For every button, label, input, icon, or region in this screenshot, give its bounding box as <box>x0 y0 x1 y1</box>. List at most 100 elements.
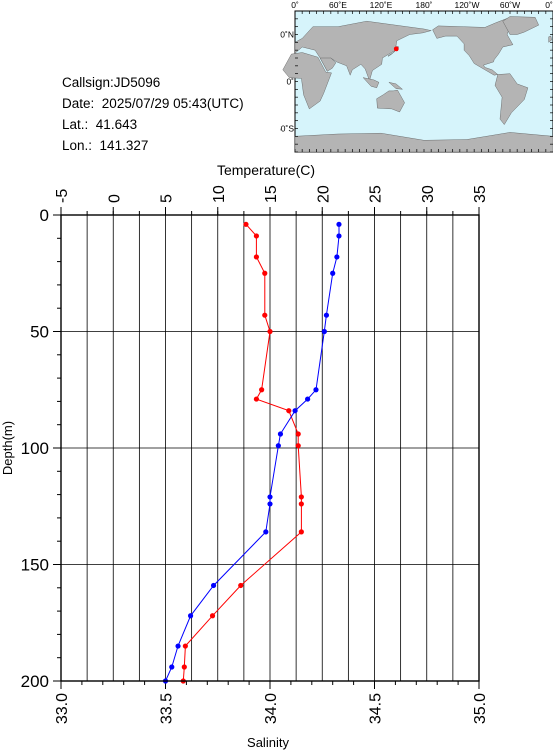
temperature-tick-label: 15 <box>263 185 280 203</box>
temperature-axis: -5 0 5 10 15 20 25 30 35 <box>54 185 489 215</box>
date-label: Date: <box>62 96 95 111</box>
depth-axis-title: Depth(m) <box>0 421 15 475</box>
world-map: 0˚ 60˚E 120˚E 180˚ 120˚W 60˚W 0˚ 60˚N 0˚ 60˚S <box>280 0 553 153</box>
map-latitude-label: 0˚ <box>286 77 294 87</box>
map-longitude-label: 120˚E <box>370 0 393 10</box>
map-longitude-label: 60˚W <box>500 0 520 10</box>
map-longitude-label: 120˚W <box>454 0 479 10</box>
salinity-point <box>330 270 336 276</box>
salinity-axis: 33.0 33.5 34.0 34.5 35.0 <box>54 681 489 724</box>
temperature-tick-label: 0 <box>106 194 123 203</box>
salinity-point <box>210 582 217 589</box>
salinity-point <box>169 664 175 670</box>
map-latitude-label: 60˚S <box>280 124 294 134</box>
salinity-point <box>175 643 181 649</box>
temperature-tick-label: 5 <box>159 194 176 203</box>
salinity-tick-label: 34.5 <box>368 693 385 724</box>
lon-row: Lon.: 141.327 <box>62 135 244 156</box>
map-land <box>282 16 553 153</box>
temperature-point <box>181 664 187 670</box>
salinity-point <box>187 613 194 619</box>
lon-label: Lon.: <box>62 138 93 153</box>
temperature-point <box>262 312 268 318</box>
land-mass <box>319 57 337 72</box>
land-mass <box>362 77 380 89</box>
land-mass <box>282 52 332 110</box>
map-longitude-labels: 0˚ 60˚E 120˚E 180˚ 120˚W 60˚W 0˚ <box>291 0 553 10</box>
temperature-point <box>295 431 301 437</box>
map-longitude-label: 180˚ <box>415 0 432 10</box>
callsign-row: Callsign:JD5096 <box>62 72 244 93</box>
callsign-label: Callsign: <box>62 75 114 90</box>
land-mass <box>494 73 529 125</box>
depth-tick-label: 200 <box>21 672 49 691</box>
land-mass <box>548 35 552 43</box>
salinity-tick-label: 35.0 <box>472 693 489 724</box>
depth-tick-label: 150 <box>21 556 49 575</box>
temperature-tick-label: 35 <box>472 185 489 203</box>
salinity-point <box>267 494 273 500</box>
salinity-point <box>336 233 342 239</box>
map-latitude-labels: 60˚N 0˚ 60˚S <box>280 30 294 134</box>
temperature-point <box>238 582 244 589</box>
salinity-point <box>267 501 273 507</box>
station-info: Callsign:JD5096 Date: 2025/07/29 05:43(U… <box>62 72 244 156</box>
temperature-point <box>267 328 273 335</box>
temperature-point <box>298 529 304 535</box>
salinity-point <box>263 529 269 535</box>
salinity-point <box>323 312 330 318</box>
depth-tick-label: 100 <box>21 439 49 458</box>
temperature-tick-label: 25 <box>368 185 385 203</box>
land-mass <box>388 82 404 90</box>
depth-axis: 0 50 100 150 200 <box>21 206 61 691</box>
temperature-point <box>286 408 292 414</box>
salinity-tick-label: 34.0 <box>263 693 280 724</box>
salinity-tick-label: 33.5 <box>159 693 176 724</box>
salinity-point <box>277 431 284 437</box>
map-longitude-label: 0˚ <box>545 0 553 10</box>
salinity-point <box>313 387 319 393</box>
salinity-tick-label: 33.0 <box>54 693 71 724</box>
temperature-point <box>253 233 260 239</box>
lat-row: Lat.: 41.643 <box>62 114 244 135</box>
temperature-point <box>182 643 188 649</box>
temperature-point <box>253 254 260 260</box>
callsign-value: JD5096 <box>113 75 161 90</box>
salinity-point <box>334 254 340 260</box>
temperature-point <box>298 501 304 507</box>
chart-series <box>162 221 342 684</box>
map-longitude-label: 0˚ <box>291 0 299 10</box>
temperature-tick-label: -5 <box>54 189 71 203</box>
temperature-point <box>209 613 216 619</box>
salinity-axis-title: Salinity <box>247 735 289 750</box>
map-longitude-label: 60˚E <box>329 0 347 10</box>
temperature-point <box>262 270 268 276</box>
station-marker-dot <box>393 46 399 52</box>
lat-label: Lat.: <box>62 117 89 132</box>
salinity-point <box>305 396 311 402</box>
lat-value: 41.643 <box>95 117 138 132</box>
temperature-point <box>295 443 301 449</box>
date-row: Date: 2025/07/29 05:43(UTC) <box>62 93 244 114</box>
station-marker <box>393 46 399 52</box>
depth-tick-label: 50 <box>30 323 49 342</box>
date-value: 2025/07/29 05:43(UTC) <box>101 96 244 111</box>
land-mass <box>432 17 514 76</box>
temperature-point <box>259 387 265 393</box>
temperature-point <box>253 396 260 402</box>
temperature-point <box>243 221 249 227</box>
salinity-point <box>292 408 298 414</box>
salinity-point <box>321 328 327 335</box>
temperature-tick-label: 30 <box>420 185 437 203</box>
plot-frame <box>60 214 480 682</box>
land-mass <box>376 89 405 113</box>
depth-tick-label: 0 <box>40 206 49 225</box>
temperature-axis-title: Temperature(C) <box>217 162 315 178</box>
land-mass <box>502 16 539 35</box>
salinity-point <box>275 443 281 449</box>
lon-value: 141.327 <box>99 138 149 153</box>
salinity-point <box>336 221 342 227</box>
temperature-tick-label: 20 <box>315 185 332 203</box>
temperature-point <box>298 494 304 500</box>
